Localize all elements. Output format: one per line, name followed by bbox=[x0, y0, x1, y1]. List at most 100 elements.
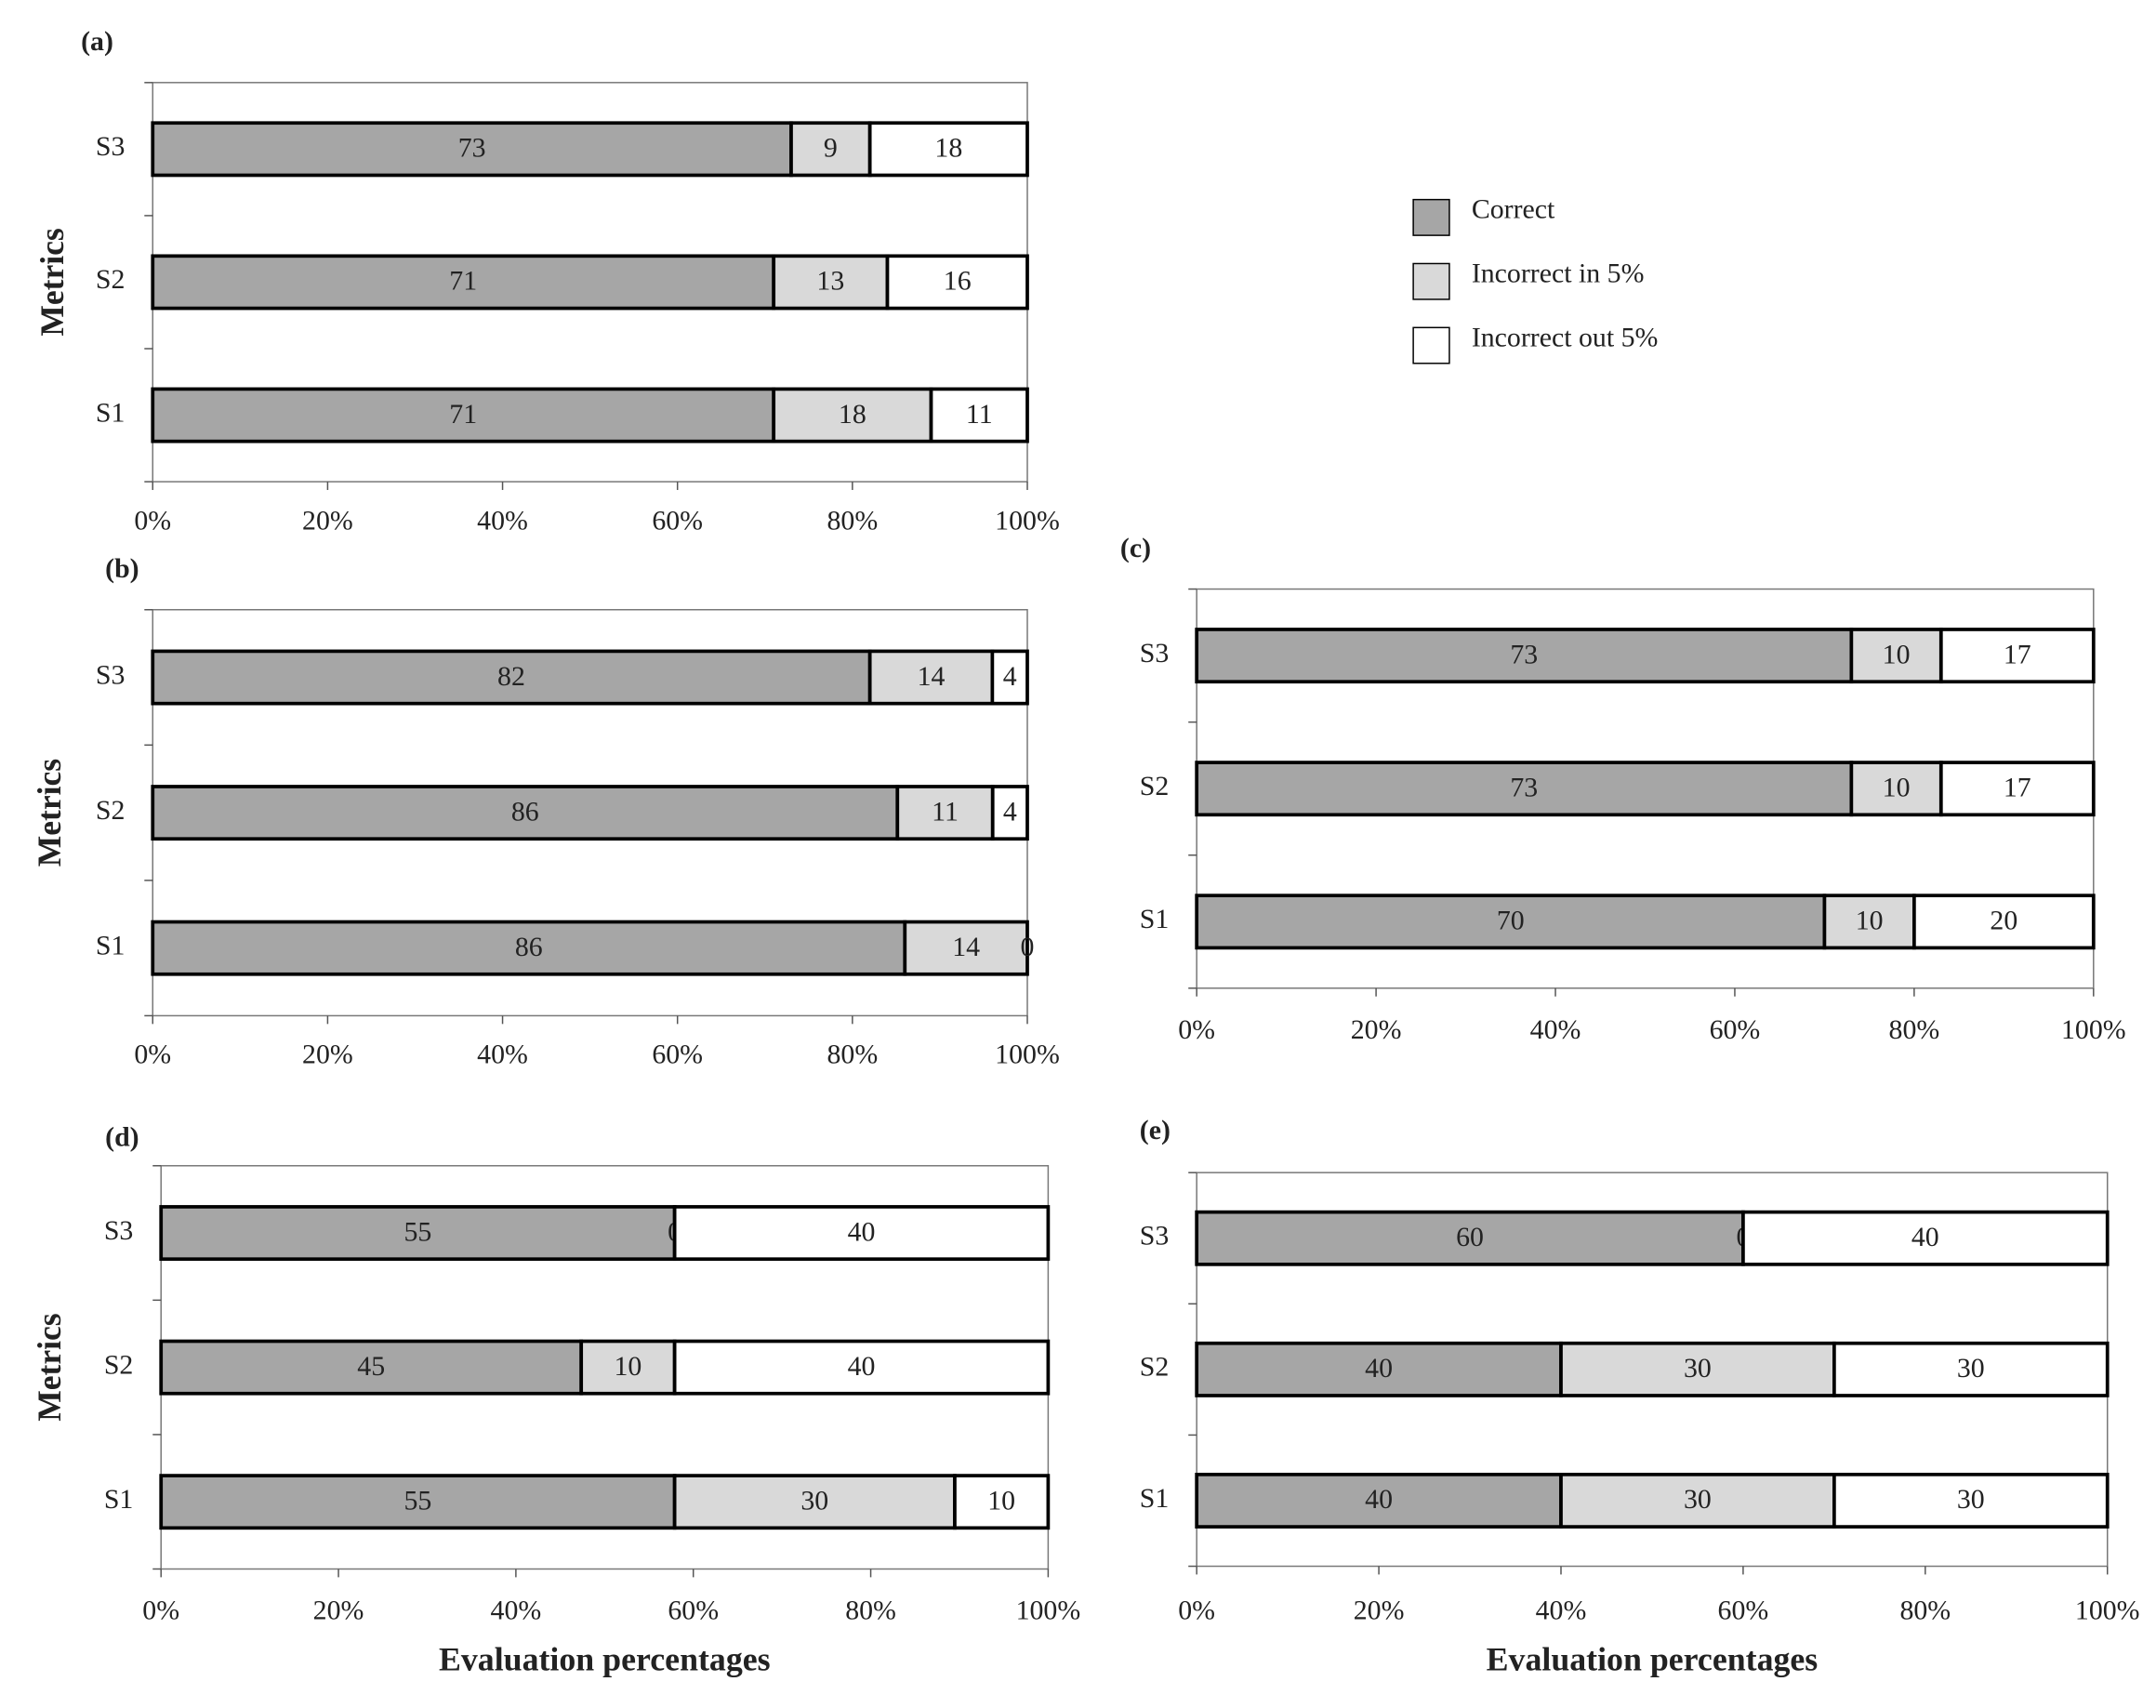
bar-segment bbox=[772, 254, 890, 311]
x-tick-label: 40% bbox=[477, 506, 528, 536]
bar-segment bbox=[990, 785, 1029, 841]
value-label: 73 bbox=[1510, 640, 1538, 669]
value-label: 86 bbox=[515, 933, 543, 962]
value-label: 4 bbox=[1003, 662, 1017, 692]
bar-segment bbox=[990, 649, 1029, 706]
legend-label: Correct bbox=[1472, 195, 1555, 225]
value-label: 30 bbox=[1957, 1354, 1985, 1384]
value-label: 55 bbox=[404, 1487, 432, 1516]
bar-segment bbox=[1741, 1210, 2110, 1266]
value-label: 45 bbox=[357, 1352, 385, 1382]
bar-segment bbox=[672, 1474, 957, 1530]
value-label: 30 bbox=[1684, 1485, 1712, 1515]
x-tick-label: 80% bbox=[845, 1596, 896, 1626]
bar-segment bbox=[1195, 761, 1854, 817]
bar-segment bbox=[1195, 1472, 1563, 1529]
value-label: 30 bbox=[800, 1487, 828, 1516]
y-tick-label: S2 bbox=[1140, 1353, 1170, 1383]
x-tick-label: 0% bbox=[1178, 1015, 1215, 1045]
value-label: 82 bbox=[497, 662, 525, 692]
bar-segment bbox=[151, 254, 776, 311]
value-label: 73 bbox=[1510, 774, 1538, 803]
x-tick-label: 100% bbox=[995, 506, 1060, 536]
value-label: 30 bbox=[1684, 1354, 1712, 1384]
value-label: 71 bbox=[449, 267, 477, 297]
x-tick-label: 40% bbox=[477, 1040, 528, 1070]
value-label: 70 bbox=[1497, 907, 1525, 936]
bar-segment bbox=[867, 649, 995, 706]
bar-segment bbox=[1912, 894, 2096, 950]
x-tick-label: 100% bbox=[2075, 1596, 2140, 1626]
value-label: 40 bbox=[848, 1352, 876, 1382]
bar-segment bbox=[1559, 1341, 1836, 1397]
value-label: 9 bbox=[824, 134, 838, 164]
value-label: 13 bbox=[816, 267, 844, 297]
y-tick-label: S1 bbox=[96, 398, 126, 428]
value-label: 17 bbox=[2004, 774, 2031, 803]
bar-segment bbox=[1938, 761, 2096, 817]
x-tick-label: 100% bbox=[2061, 1015, 2126, 1045]
bar-segment bbox=[929, 387, 1029, 444]
panel-label: (e) bbox=[1140, 1116, 1171, 1145]
value-label: 10 bbox=[614, 1352, 642, 1382]
x-tick-label: 60% bbox=[668, 1596, 719, 1626]
legend-swatch bbox=[1412, 326, 1450, 364]
x-tick-label: 40% bbox=[1536, 1596, 1587, 1626]
value-label: 11 bbox=[966, 400, 993, 430]
bar-segment bbox=[895, 785, 995, 841]
x-tick-label: 60% bbox=[652, 506, 703, 536]
bar-segment bbox=[867, 121, 1029, 178]
panel-label: (a) bbox=[81, 27, 113, 57]
bar-segment bbox=[1832, 1341, 2110, 1397]
value-label: 71 bbox=[449, 400, 477, 430]
legend-label: Incorrect in 5% bbox=[1472, 259, 1645, 289]
x-tick-label: 80% bbox=[827, 1040, 878, 1070]
value-label: 14 bbox=[918, 662, 946, 692]
y-tick-label: S2 bbox=[104, 1351, 134, 1381]
x-tick-label: 80% bbox=[1899, 1596, 1951, 1626]
value-label: 40 bbox=[1911, 1223, 1939, 1252]
bar-segment bbox=[151, 785, 900, 841]
legend-swatch bbox=[1412, 262, 1450, 300]
value-label: 30 bbox=[1957, 1485, 1985, 1515]
x-tick-label: 20% bbox=[313, 1596, 364, 1626]
y-tick-label: S3 bbox=[104, 1216, 134, 1246]
x-tick-label: 60% bbox=[652, 1040, 703, 1070]
legend-swatch bbox=[1412, 198, 1450, 236]
bar-segment bbox=[953, 1474, 1051, 1530]
y-axis-label: Metrics bbox=[31, 759, 68, 867]
value-label: 40 bbox=[1365, 1485, 1393, 1515]
bar-segment bbox=[1938, 628, 2096, 684]
bar-segment bbox=[151, 920, 907, 976]
x-axis-label: Evaluation percentages bbox=[1487, 1640, 1819, 1677]
value-label: 40 bbox=[848, 1217, 876, 1247]
y-tick-label: S2 bbox=[96, 796, 126, 826]
y-tick-label: S1 bbox=[1140, 1484, 1170, 1514]
y-tick-label: S3 bbox=[1140, 1222, 1170, 1251]
value-label: 0 bbox=[1021, 933, 1035, 962]
value-label: 16 bbox=[944, 267, 972, 297]
x-axis-label: Evaluation percentages bbox=[439, 1640, 771, 1677]
bar-segment bbox=[1195, 1210, 1745, 1266]
y-tick-label: S2 bbox=[96, 265, 126, 295]
y-tick-label: S2 bbox=[1140, 772, 1170, 801]
y-axis-label: Metrics bbox=[33, 228, 71, 336]
value-label: 18 bbox=[839, 400, 866, 430]
x-tick-label: 20% bbox=[1351, 1015, 1402, 1045]
bar-segment bbox=[672, 1339, 1051, 1396]
legend-label: Incorrect out 5% bbox=[1472, 324, 1659, 353]
y-tick-label: S3 bbox=[1140, 639, 1170, 669]
y-tick-label: S3 bbox=[96, 660, 126, 690]
value-label: 10 bbox=[1883, 640, 1911, 669]
value-label: 20 bbox=[1990, 907, 2017, 936]
bar-segment bbox=[672, 1205, 1051, 1262]
x-tick-label: 100% bbox=[1016, 1596, 1081, 1626]
bar-segment bbox=[1822, 894, 1916, 950]
panel-label: (c) bbox=[1120, 534, 1151, 563]
value-label: 18 bbox=[934, 134, 962, 164]
value-label: 60 bbox=[1456, 1223, 1484, 1252]
y-tick-label: S1 bbox=[104, 1485, 134, 1515]
bar-segment bbox=[151, 387, 776, 444]
x-tick-label: 60% bbox=[1710, 1015, 1761, 1045]
